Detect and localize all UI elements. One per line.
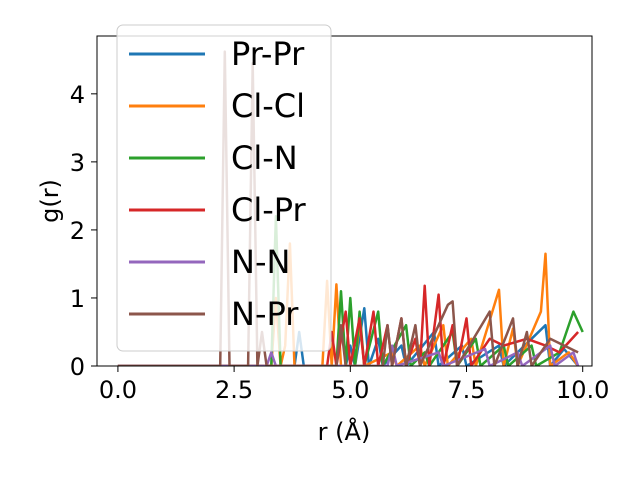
y-tick-label: 1	[70, 285, 85, 313]
x-tick-label: 0.0	[99, 376, 137, 404]
legend-box	[116, 24, 332, 352]
y-axis-label: g(r)	[36, 179, 64, 223]
x-tick-label: 10.0	[556, 376, 609, 404]
legend-entry-label: Cl-Pr	[231, 191, 307, 229]
legend-entry-label: N-Pr	[231, 295, 299, 333]
legend-entry-label: Cl-Cl	[231, 87, 305, 125]
y-tick-label: 4	[70, 81, 85, 109]
x-tick-label: 7.5	[447, 376, 485, 404]
legend-entry-label: Pr-Pr	[231, 35, 305, 73]
y-tick-label: 0	[70, 353, 85, 381]
plot-area-frame	[96, 35, 593, 367]
x-axis-label: r (Å)	[318, 417, 371, 446]
legend-entry-label: Cl-N	[231, 139, 298, 177]
series-line-4	[117, 344, 580, 366]
legend-entry-label: N-N	[231, 243, 290, 281]
x-axis: 0.0 2.5 5.0 7.5 10.0	[99, 366, 609, 404]
legend: Pr-Pr Cl-Cl Cl-N Cl-Pr N-N N-Pr	[116, 24, 332, 352]
y-tick-label: 3	[70, 149, 85, 177]
x-tick-label: 5.0	[331, 376, 369, 404]
y-tick-label: 2	[70, 217, 85, 245]
y-axis: 0 1 2 3 4	[70, 81, 97, 381]
x-tick-label: 2.5	[215, 376, 253, 404]
